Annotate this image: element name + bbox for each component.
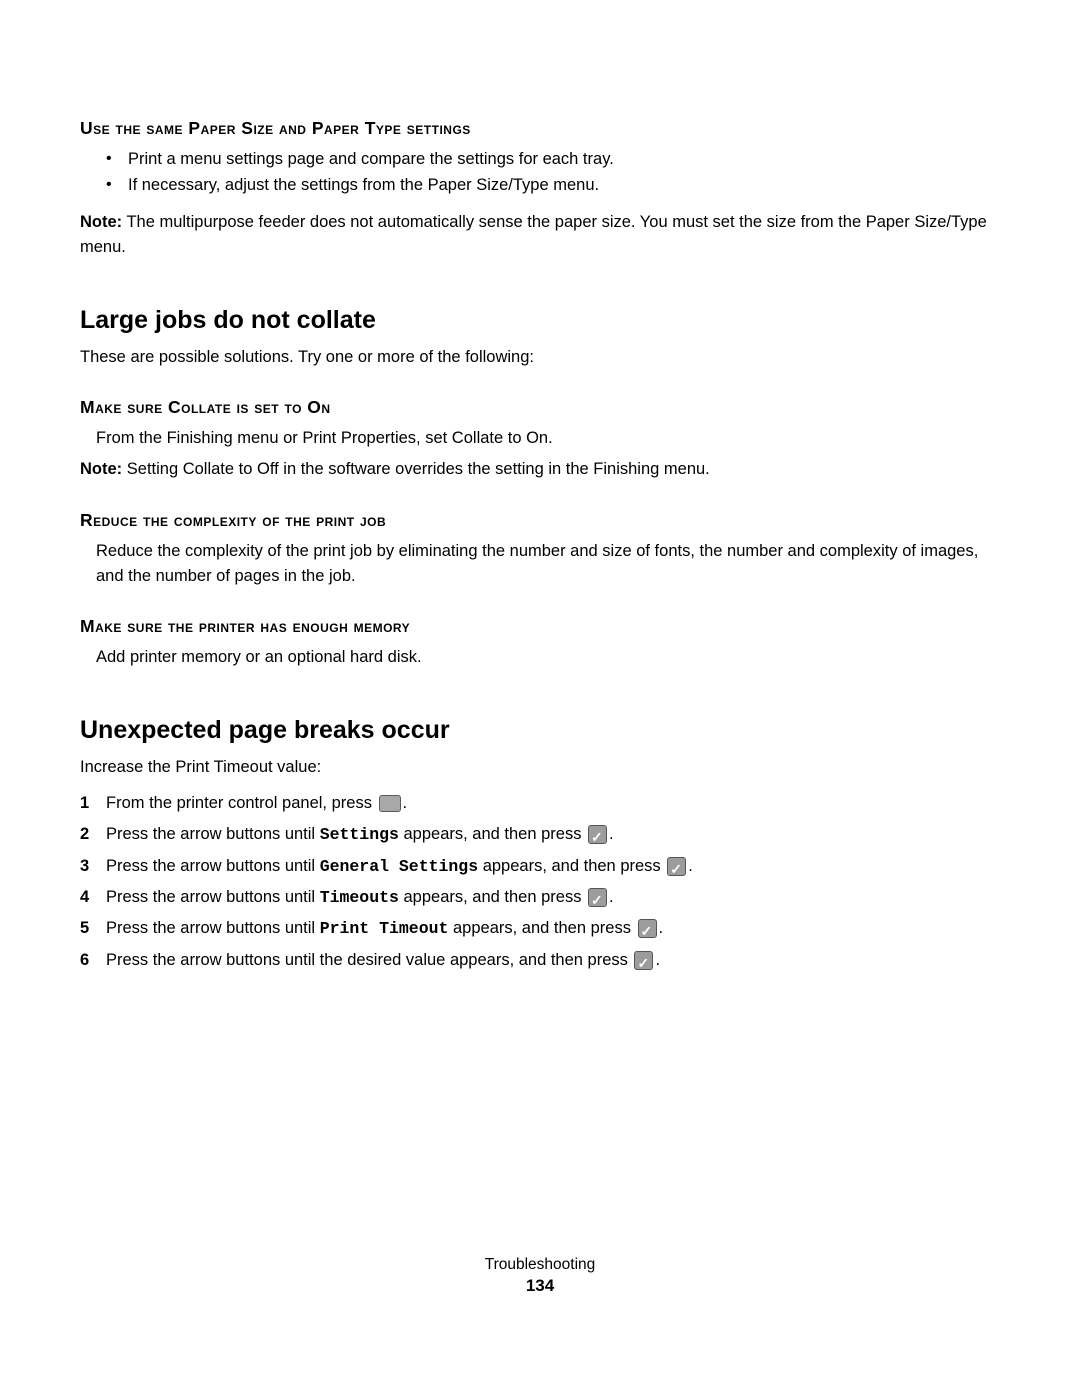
note-paragraph: Note: Setting Collate to Off in the soft… (80, 457, 1000, 482)
bullet-list: Print a menu settings page and compare t… (80, 147, 1000, 198)
step-item: Press the arrow buttons until General Se… (80, 851, 1000, 882)
heading-reduce-complexity: Reduce the complexity of the print job (80, 510, 1000, 531)
check-button-icon (667, 857, 686, 876)
step-text: appears, and then press (448, 919, 635, 937)
heading-collate-on: Make sure Collate is set to On (80, 397, 1000, 418)
note-paragraph: Note: The multipurpose feeder does not a… (80, 210, 1000, 260)
heading-paper-settings: Use the same Paper Size and Paper Type s… (80, 118, 1000, 139)
mono-label: Print Timeout (320, 919, 449, 938)
footer-label: Troubleshooting (80, 1256, 1000, 1274)
menu-button-icon (379, 795, 401, 812)
step-item: Press the arrow buttons until Settings a… (80, 819, 1000, 850)
note-text: The multipurpose feeder does not automat… (80, 213, 987, 256)
step-text: Press the arrow buttons until (106, 857, 320, 875)
step-text: appears, and then press (399, 888, 586, 906)
document-page: Use the same Paper Size and Paper Type s… (0, 0, 1080, 1336)
page-footer: Troubleshooting 134 (80, 1256, 1000, 1296)
intro-text: These are possible solutions. Try one or… (80, 345, 1000, 370)
heading-enough-memory: Make sure the printer has enough memory (80, 616, 1000, 637)
numbered-steps: From the printer control panel, press . … (80, 788, 1000, 976)
step-text: Press the arrow buttons until (106, 919, 320, 937)
step-text: . (403, 794, 408, 812)
step-text: appears, and then press (399, 825, 586, 843)
mono-label: General Settings (320, 857, 478, 876)
body-text: Add printer memory or an optional hard d… (80, 645, 1000, 670)
step-text: . (688, 857, 693, 875)
step-text: . (659, 919, 664, 937)
step-item: Press the arrow buttons until Timeouts a… (80, 882, 1000, 913)
note-label: Note: (80, 213, 122, 231)
step-item: Press the arrow buttons until the desire… (80, 945, 1000, 976)
list-item: If necessary, adjust the settings from t… (128, 173, 1000, 199)
page-number: 134 (80, 1276, 1000, 1296)
body-text: Reduce the complexity of the print job b… (80, 539, 1000, 589)
step-text: . (609, 888, 614, 906)
check-button-icon (588, 825, 607, 844)
note-label: Note: (80, 460, 122, 478)
note-text: Setting Collate to Off in the software o… (122, 460, 710, 478)
step-text: . (609, 825, 614, 843)
step-text: Press the arrow buttons until (106, 825, 320, 843)
check-button-icon (588, 888, 607, 907)
heading-page-breaks: Unexpected page breaks occur (80, 716, 1000, 745)
step-text: . (655, 951, 660, 969)
intro-text: Increase the Print Timeout value: (80, 755, 1000, 780)
mono-label: Timeouts (320, 888, 399, 907)
heading-large-jobs: Large jobs do not collate (80, 306, 1000, 335)
body-text: From the Finishing menu or Print Propert… (80, 426, 1000, 451)
step-text: From the printer control panel, press (106, 794, 377, 812)
step-item: Press the arrow buttons until Print Time… (80, 913, 1000, 944)
step-item: From the printer control panel, press . (80, 788, 1000, 819)
mono-label: Settings (320, 825, 399, 844)
list-item: Print a menu settings page and compare t… (128, 147, 1000, 173)
step-text: Press the arrow buttons until (106, 888, 320, 906)
check-button-icon (638, 919, 657, 938)
step-text: Press the arrow buttons until the desire… (106, 951, 632, 969)
check-button-icon (634, 951, 653, 970)
step-text: appears, and then press (478, 857, 665, 875)
